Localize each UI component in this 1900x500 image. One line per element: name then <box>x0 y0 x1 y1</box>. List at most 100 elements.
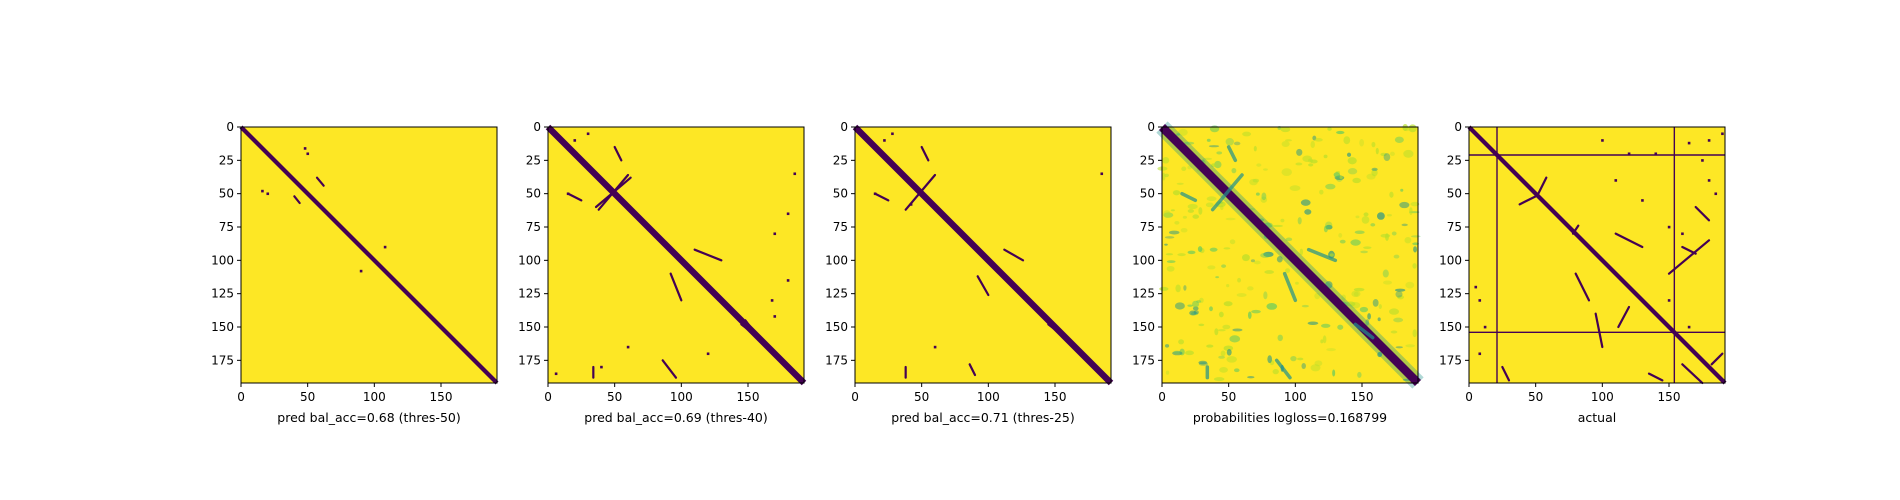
probability-blob <box>1247 311 1252 319</box>
probability-blob <box>1376 212 1385 220</box>
contact-point <box>873 192 877 196</box>
contact-point <box>1701 159 1704 162</box>
contact-point <box>359 269 363 273</box>
probability-blob <box>1345 301 1356 307</box>
contact-segment <box>1518 195 1537 206</box>
y-tick-label: 175 <box>518 353 541 367</box>
probability-blob <box>1314 292 1321 300</box>
probability-blob <box>1323 154 1328 159</box>
y-tick-label: 75 <box>526 220 541 234</box>
probability-blob <box>1166 265 1175 272</box>
probability-blob <box>1353 291 1359 297</box>
probability-blob <box>1353 287 1365 292</box>
probability-blob <box>1247 376 1255 379</box>
contact-segment <box>968 363 977 377</box>
x-tick-label: 100 <box>670 390 693 404</box>
probability-blob <box>1232 328 1243 332</box>
y-tick-label: 125 <box>211 287 234 301</box>
axes-frame-3 <box>854 126 1112 384</box>
contact-point <box>306 152 310 156</box>
diagonal-band <box>1158 123 1422 387</box>
probability-blob <box>1164 243 1168 246</box>
probability-blob <box>1214 328 1219 336</box>
x-tick-label: 50 <box>1528 390 1543 404</box>
contact-point <box>1721 132 1724 136</box>
contact-segment <box>315 176 325 187</box>
ticks-4: 0 50 100 150 0 25 50 75 100 125 150 175 <box>1132 120 1373 404</box>
probability-blob <box>1314 138 1323 142</box>
probability-blob <box>1192 306 1199 311</box>
x-tick-label: 150 <box>1044 390 1067 404</box>
contact-point <box>1100 172 1104 176</box>
probability-blob <box>1337 324 1344 330</box>
probability-blob <box>1285 139 1292 142</box>
probability-blob <box>1226 356 1237 363</box>
probability-blob <box>1394 288 1406 292</box>
probability-blob <box>1394 136 1404 143</box>
probability-blob <box>1255 192 1260 196</box>
y-tick-label: 50 <box>1447 187 1462 201</box>
x-tick-label: 50 <box>914 390 929 404</box>
probability-blob <box>1187 203 1198 210</box>
diagonal-band <box>545 124 807 386</box>
probability-blob <box>1350 239 1361 246</box>
contact-segment <box>1617 305 1631 329</box>
probability-blob <box>1289 185 1301 191</box>
x-tick-label: 0 <box>1465 390 1473 404</box>
contact-segment <box>1003 248 1025 262</box>
probability-blob <box>1165 370 1170 375</box>
probability-blob <box>1189 310 1197 316</box>
probability-blob <box>1182 215 1187 219</box>
y-tick-label: 125 <box>1439 287 1462 301</box>
probability-blob <box>1347 168 1358 175</box>
contact-segment <box>1353 322 1375 340</box>
contact-point <box>566 192 570 196</box>
panel-5: 0 50 100 150 0 25 50 75 100 125 150 175 actual <box>1439 120 1727 425</box>
probability-blob <box>1216 151 1223 155</box>
probability-blob <box>1323 225 1328 233</box>
probability-blob <box>1308 163 1314 167</box>
probability-blob <box>1183 141 1195 145</box>
y-tick-label: 125 <box>1132 287 1155 301</box>
probability-blob <box>1185 350 1194 356</box>
contact-point <box>303 147 307 150</box>
probability-blob <box>1215 276 1220 279</box>
x-tick-label: 0 <box>1158 390 1166 404</box>
probability-blob <box>1295 162 1303 166</box>
probability-blob <box>1183 285 1187 291</box>
probability-blob <box>1177 253 1186 257</box>
probability-blob <box>1260 196 1268 203</box>
probability-blob <box>1226 283 1230 288</box>
y-tick-label: 50 <box>219 187 234 201</box>
contact-point <box>706 352 710 356</box>
contact-segment <box>293 195 301 205</box>
probability-blob <box>1310 364 1321 372</box>
probability-blob <box>1363 212 1369 217</box>
contact-point <box>1681 232 1684 236</box>
x-axis-label-5: actual <box>1578 410 1617 425</box>
heatmap-5 <box>1467 125 1727 385</box>
probability-blob <box>1352 177 1361 184</box>
probability-blob <box>1339 175 1343 179</box>
probability-blob <box>1336 130 1345 135</box>
probability-blob <box>1366 173 1376 180</box>
probability-blob <box>1378 304 1382 309</box>
y-tick-label: 0 <box>533 120 541 134</box>
contact-point <box>773 315 777 318</box>
probability-blob <box>1162 157 1170 164</box>
probability-blob <box>1229 335 1241 343</box>
probability-blob <box>1192 300 1200 308</box>
probability-blob <box>1280 126 1291 133</box>
probability-blob <box>1410 235 1421 238</box>
panel-1: 0 50 100 150 0 25 50 75 100 125 150 175 pred bal_ac… <box>211 120 499 425</box>
y-tick-label: 50 <box>1140 187 1155 201</box>
heatmap-4 <box>1156 121 1424 389</box>
x-axis-label-1: pred bal_acc=0.68 (thres-50) <box>277 410 460 425</box>
probability-blob <box>1198 362 1209 366</box>
contact-segment <box>1274 358 1292 380</box>
contact-segment <box>613 145 623 162</box>
probability-blob <box>1164 236 1175 239</box>
probability-blob <box>1397 295 1405 300</box>
probability-blob <box>1187 165 1192 170</box>
probability-blob <box>1175 284 1181 293</box>
